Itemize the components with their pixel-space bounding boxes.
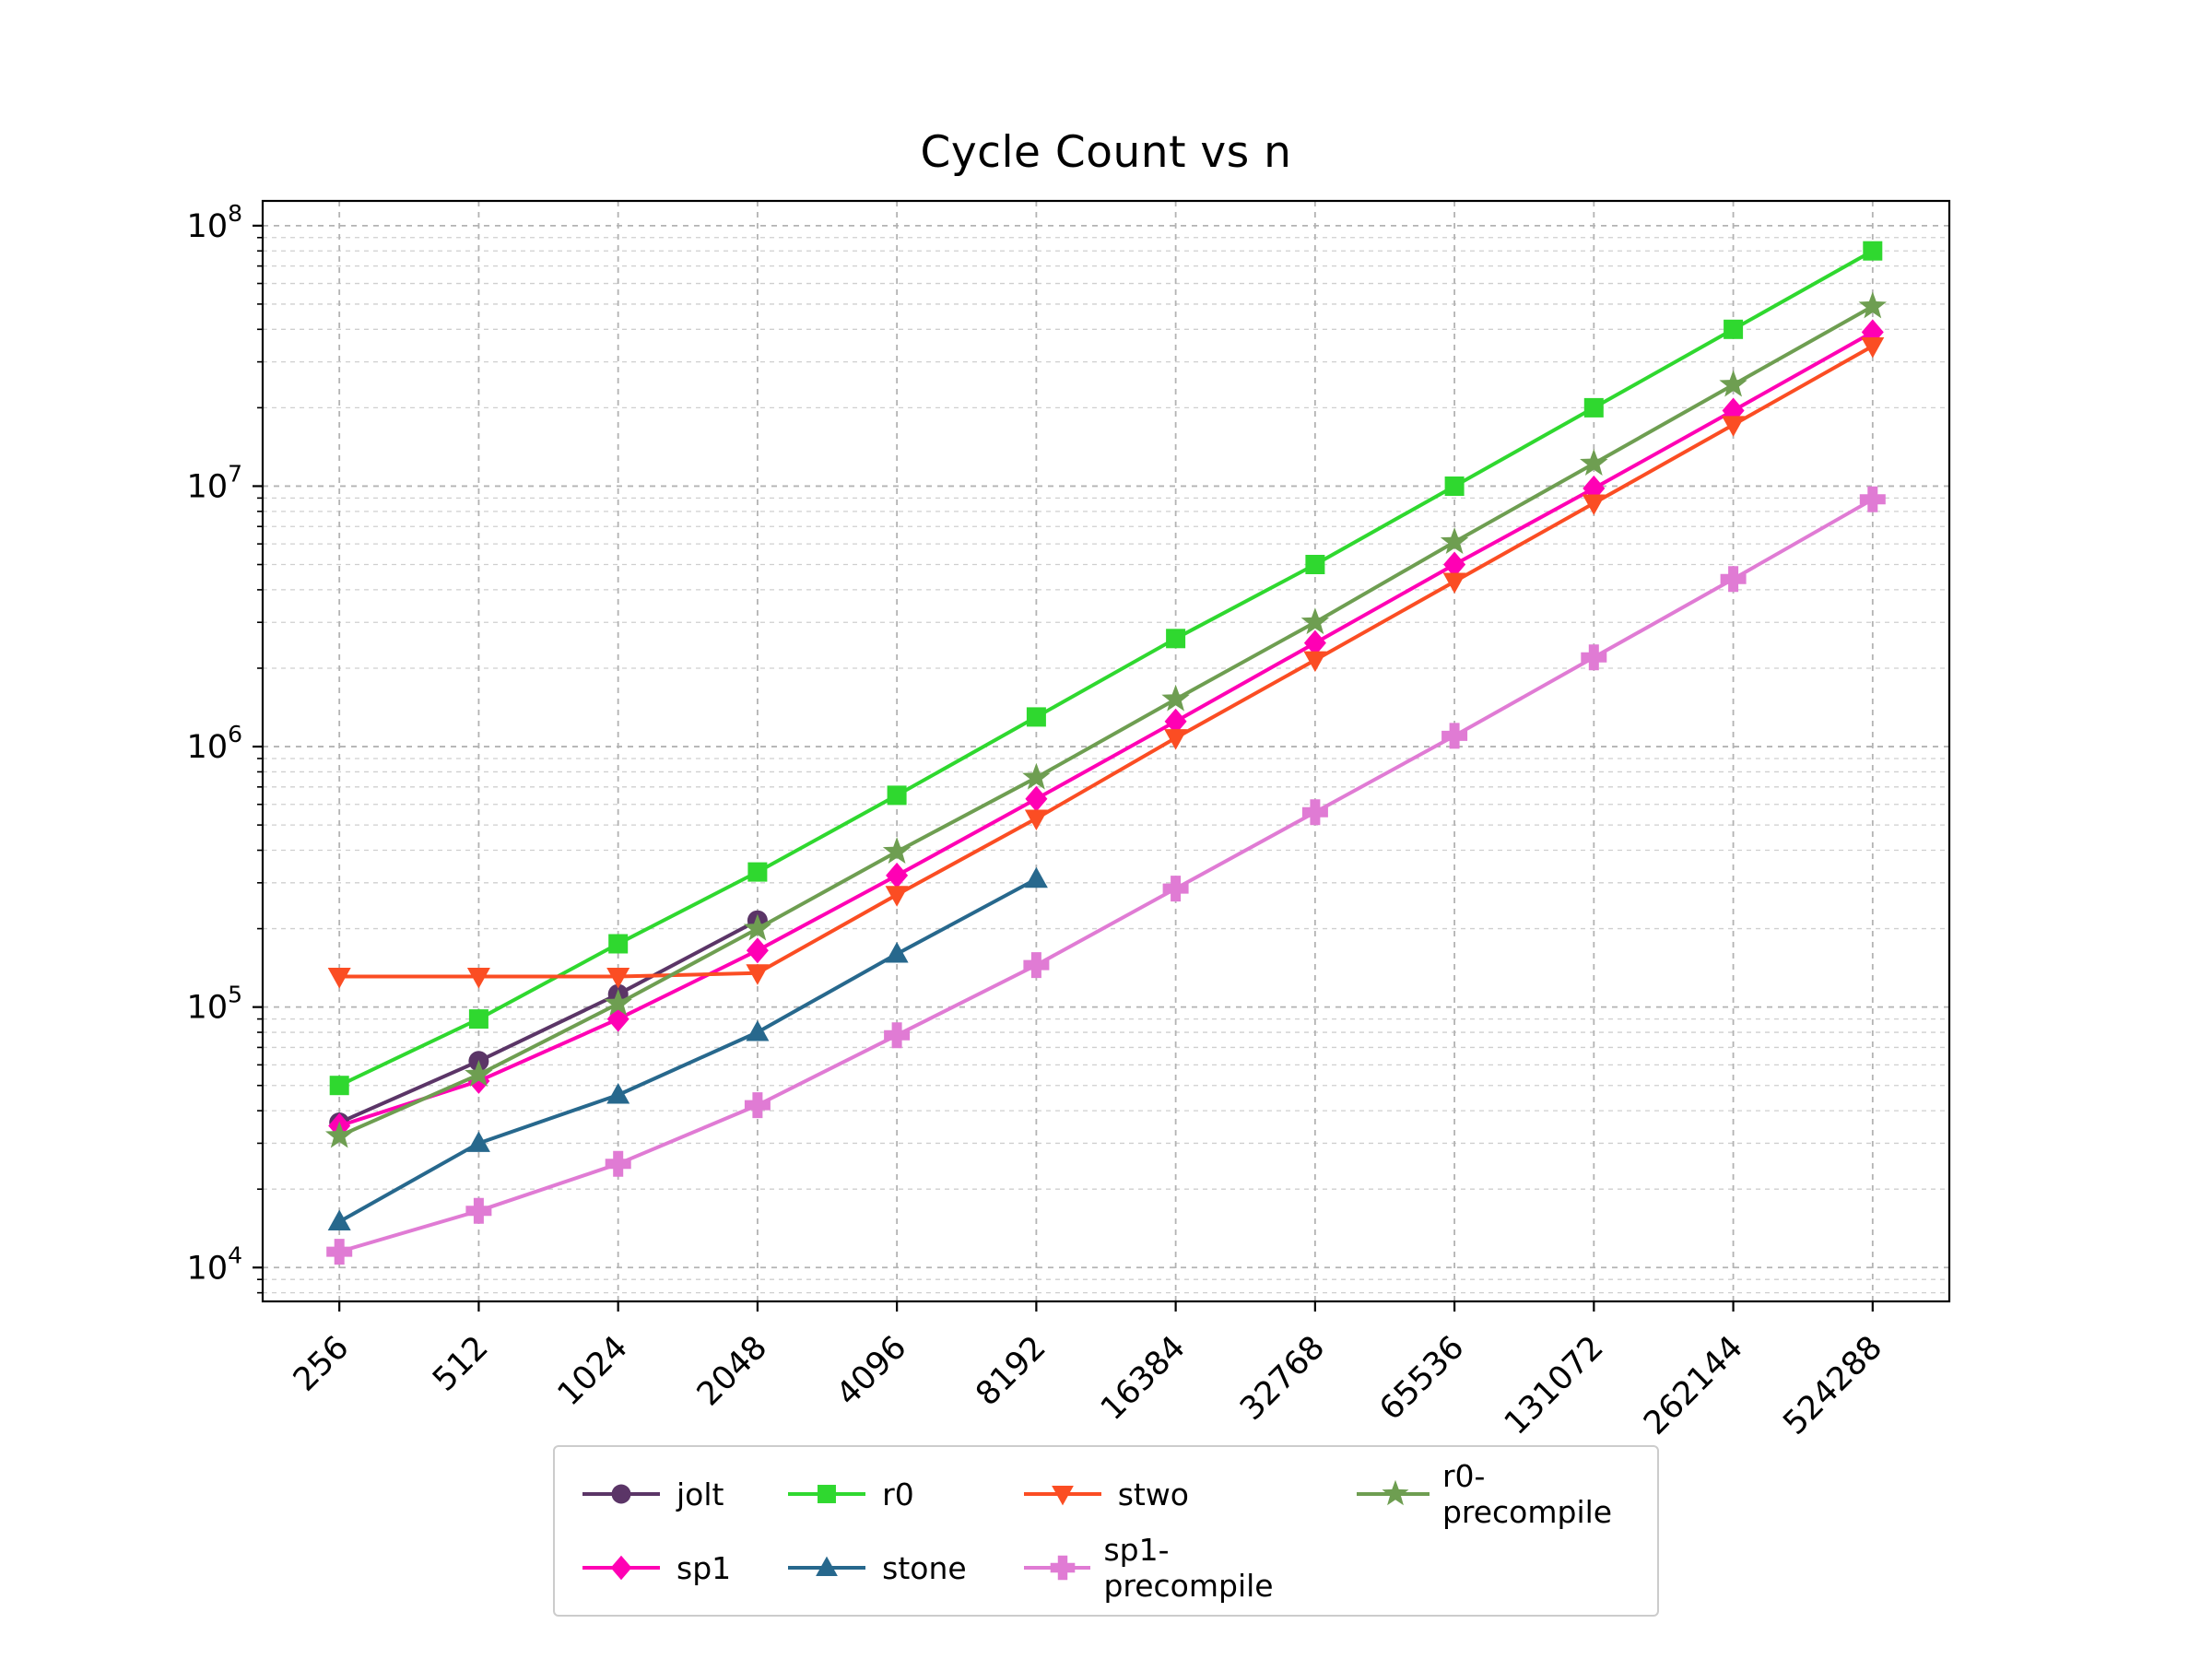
x-tick-label: 512 bbox=[426, 1329, 496, 1399]
legend-label: stwo bbox=[1117, 1476, 1189, 1512]
series-r0 bbox=[329, 241, 1883, 1096]
series-sp1 bbox=[328, 319, 1884, 1139]
x-tick-label: 65536 bbox=[1372, 1329, 1471, 1428]
x-tick-label: 2048 bbox=[690, 1329, 774, 1413]
series-r0-precompile bbox=[324, 291, 1888, 1148]
legend-swatch-triangle-up-icon bbox=[788, 1556, 866, 1577]
x-tick-label: 524288 bbox=[1776, 1329, 1889, 1438]
x-tick-label: 4096 bbox=[830, 1329, 913, 1413]
x-tick-label: 131072 bbox=[1498, 1329, 1611, 1438]
y-tick-label: 108 bbox=[187, 200, 242, 245]
legend: jolt sp1 r0 stone stwo sp1-precompile r0-preco… bbox=[553, 1445, 1659, 1617]
axes: 256 512 1024 2048 4096 8192 16384 32768 65536 131… bbox=[187, 200, 1951, 1438]
y-tick-label: 106 bbox=[187, 721, 242, 766]
x-tick-label: 262144 bbox=[1637, 1329, 1750, 1438]
legend-swatch-diamond-icon bbox=[582, 1555, 660, 1581]
legend-label: r0-precompile bbox=[1441, 1458, 1613, 1530]
chart-title: Cycle Count vs n bbox=[920, 127, 1292, 178]
legend-item-stwo[interactable]: stwo bbox=[1020, 1458, 1300, 1530]
legend-swatch-triangle-down-icon bbox=[1023, 1485, 1101, 1506]
y-tick-label: 107 bbox=[187, 460, 242, 505]
legend-item-jolt[interactable]: jolt bbox=[579, 1458, 731, 1530]
legend-label: sp1 bbox=[677, 1549, 732, 1586]
series-jolt bbox=[329, 910, 768, 1133]
plot-area: 256 512 1024 2048 4096 8192 16384 32768 65536 131… bbox=[187, 200, 1951, 1438]
legend-label: r0 bbox=[882, 1476, 914, 1512]
legend-item-sp1-precompile[interactable]: sp1-precompile bbox=[1020, 1532, 1300, 1604]
legend-swatch-star-icon bbox=[1357, 1479, 1430, 1506]
x-tick-label: 8192 bbox=[969, 1329, 1053, 1413]
legend-swatch-square-icon bbox=[788, 1485, 866, 1503]
legend-item-r0[interactable]: r0 bbox=[784, 1458, 967, 1530]
legend-item-r0-precompile[interactable]: r0-precompile bbox=[1353, 1458, 1633, 1530]
y-tick-label: 104 bbox=[187, 1241, 242, 1287]
legend-item-sp1[interactable]: sp1 bbox=[579, 1532, 731, 1604]
gridlines bbox=[263, 201, 1949, 1301]
x-tick-label: 16384 bbox=[1094, 1329, 1193, 1428]
legend-swatch-circle-icon bbox=[582, 1484, 660, 1504]
series-sp1-precompile bbox=[326, 486, 1886, 1265]
y-tick-label: 105 bbox=[187, 982, 242, 1027]
legend-label: jolt bbox=[677, 1476, 724, 1512]
legend-item-stone[interactable]: stone bbox=[784, 1532, 967, 1604]
legend-label: stone bbox=[882, 1549, 967, 1586]
legend-swatch-plus-icon bbox=[1023, 1555, 1091, 1581]
series-stwo bbox=[327, 337, 1885, 989]
legend-label: sp1-precompile bbox=[1103, 1532, 1274, 1604]
x-tick-label: 32768 bbox=[1233, 1329, 1332, 1428]
series-stone bbox=[327, 866, 1048, 1230]
x-tick-label: 1024 bbox=[551, 1329, 635, 1413]
x-tick-label: 256 bbox=[287, 1329, 357, 1399]
